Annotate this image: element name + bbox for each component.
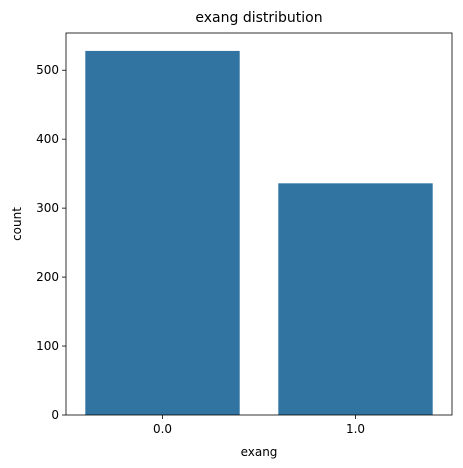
- x-axis: 0.0 1.0: [153, 415, 365, 436]
- y-tick-label: 300: [36, 201, 59, 215]
- y-tick-label: 200: [36, 270, 59, 284]
- bars-group: [85, 50, 433, 416]
- y-tick-label: 0: [51, 408, 59, 422]
- bar-0.0: [85, 50, 240, 416]
- x-tick-label: 0.0: [153, 422, 172, 436]
- x-tick-label: 1.0: [346, 422, 365, 436]
- y-axis-title: count: [10, 207, 24, 241]
- y-axis: 0 100 200 300 400 500: [36, 63, 66, 422]
- plot-frame: [65, 32, 453, 416]
- x-axis-title: exang: [241, 445, 278, 459]
- y-tick-label: 500: [36, 63, 59, 77]
- bar-1.0: [278, 183, 433, 415]
- y-tick-label: 100: [36, 339, 59, 353]
- y-tick-label: 400: [36, 132, 59, 146]
- chart-title: exang distribution: [195, 10, 322, 26]
